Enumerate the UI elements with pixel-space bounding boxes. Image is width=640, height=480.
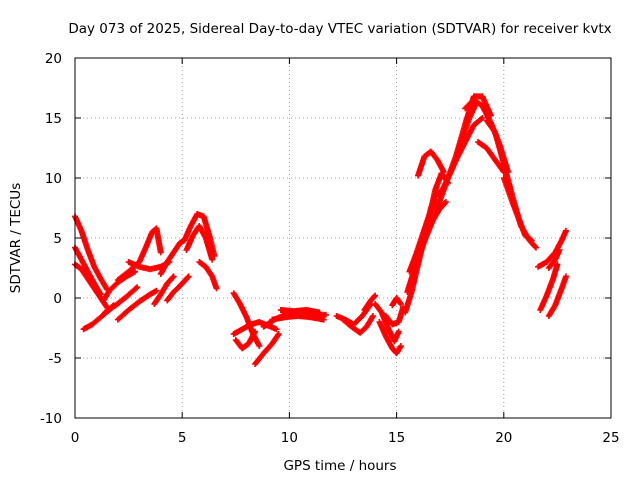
trace-43-point: [554, 261, 561, 268]
grid-lines: [75, 58, 611, 418]
trace-19-point: [275, 331, 282, 337]
x-tick-label: 5: [178, 430, 187, 446]
x-tick-label: 20: [495, 430, 512, 446]
trace-31-point: [441, 200, 448, 207]
trace-10-point: [169, 274, 176, 281]
chart-title: Day 073 of 2025, Sidereal Day-to-day VTE…: [68, 21, 611, 37]
trace-42-point: [562, 227, 569, 234]
trace-15-point: [213, 285, 220, 292]
trace-27-point: [397, 343, 404, 349]
trace-45-point: [556, 247, 563, 253]
y-axis-label: SDTVAR / TECUs: [8, 183, 24, 293]
y-tick-label: 5: [53, 231, 62, 247]
trace-12-point: [184, 274, 191, 281]
y-tick-label: 20: [45, 51, 62, 67]
trace-26-point: [395, 328, 402, 335]
trace-5-point: [132, 268, 139, 275]
trace-8-point: [157, 249, 164, 256]
data-points: [72, 93, 569, 367]
trace-16-point: [256, 343, 263, 349]
y-tick-label: -10: [40, 411, 62, 427]
trace-40-point: [532, 244, 539, 251]
trace-24-point: [370, 313, 377, 319]
trace-18-point: [252, 328, 259, 335]
x-tick-label: 25: [602, 430, 619, 446]
x-axis-label: GPS time / hours: [283, 458, 396, 474]
trace-20-point: [322, 311, 329, 318]
trace-14-point: [209, 256, 216, 263]
trace-25-point: [371, 293, 378, 300]
y-tick-label: 10: [45, 171, 62, 187]
trace-21-point: [320, 316, 327, 323]
y-tick-label: -5: [49, 351, 62, 367]
trace-12-point: [185, 273, 192, 280]
trace-44-point: [562, 273, 569, 280]
trace-17-point: [273, 326, 280, 333]
x-tick-label: 10: [281, 430, 298, 446]
trace-22-point: [316, 309, 323, 316]
trace-29-point: [397, 301, 404, 307]
trace-10-point: [170, 273, 177, 280]
y-tick-label: 15: [45, 111, 62, 127]
x-tick-label: 15: [388, 430, 405, 446]
trace-31-point: [442, 199, 449, 205]
trace-7-point: [153, 287, 160, 294]
trace-36-point: [479, 115, 486, 121]
trace-41-point: [528, 237, 535, 244]
trace-6-point: [134, 284, 141, 291]
trace-6-point: [132, 285, 139, 292]
y-tick-label: 0: [53, 291, 62, 307]
trace-25-point: [372, 292, 379, 299]
axis-ticks: 0 5 10 15 20 25 -10 -5 0 5 10 15 20: [40, 51, 620, 446]
x-tick-label: 0: [71, 430, 80, 446]
trace-40-point: [532, 243, 539, 250]
